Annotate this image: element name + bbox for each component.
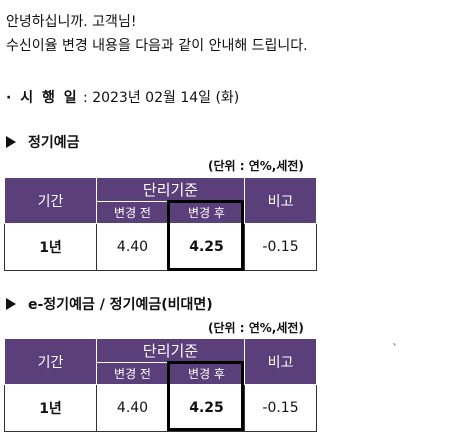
table-row: 1년 4.40 4.25 -0.15	[4, 384, 318, 432]
section-title-text: e-정기예금 / 정기예금(비대면)	[28, 297, 213, 313]
cell-period: 1년	[4, 223, 97, 271]
highlight-box-after	[167, 361, 244, 431]
intro-text: 수신이율 변경 내용을 다음과 같이 안내해 드립니다.	[6, 38, 308, 54]
rate-table-time-deposit: 기간 단리기준 비고 변경 전 변경 후 1년 4.40 4.25 -0.15	[4, 177, 318, 271]
header-note: 비고	[244, 338, 318, 385]
cell-note: -0.15	[244, 223, 318, 271]
unit-note: (단위 : 연%,세전)	[208, 159, 304, 173]
triangle-bullet-icon	[6, 136, 16, 148]
cell-after: 4.25	[167, 384, 246, 432]
effective-date-label: · 시 행 일	[6, 90, 79, 106]
highlight-box-after	[167, 200, 244, 271]
rate-table-e-deposit: 기간 단리기준 비고 변경 전 변경 후 1년 4.40 4.25 -0.15	[4, 338, 318, 432]
header-before: 변경 전	[96, 362, 169, 385]
cell-before: 4.40	[96, 384, 169, 432]
header-after: 변경 후	[167, 201, 246, 224]
header-after: 변경 후	[167, 362, 246, 385]
cell-period: 1년	[4, 384, 97, 432]
cell-note: -0.15	[244, 384, 318, 432]
header-before: 변경 전	[96, 201, 169, 224]
header-period: 기간	[4, 177, 97, 224]
section-title-text: 정기예금	[28, 135, 80, 151]
stray-mark: `	[392, 342, 398, 356]
header-simple-interest: 단리기준	[95, 338, 246, 363]
section-title-e-deposit: e-정기예금 / 정기예금(비대면)	[6, 295, 213, 315]
section-title-time-deposit: 정기예금	[6, 133, 80, 153]
greeting-text: 안녕하십니까. 고객님!	[6, 14, 137, 30]
table-row: 1년 4.40 4.25 -0.15	[4, 223, 318, 271]
header-period: 기간	[4, 338, 97, 385]
header-simple-interest: 단리기준	[95, 177, 246, 202]
cell-before: 4.40	[96, 223, 169, 271]
header-note: 비고	[244, 177, 318, 224]
effective-date-value: : 2023년 02월 14일 (화)	[78, 90, 240, 106]
triangle-bullet-icon	[6, 298, 16, 310]
unit-note: (단위 : 연%,세전)	[208, 321, 304, 335]
effective-date: · 시 행 일 : 2023년 02월 14일 (화)	[6, 88, 239, 108]
